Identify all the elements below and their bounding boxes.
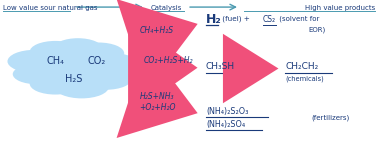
Circle shape — [30, 73, 81, 95]
Circle shape — [85, 53, 139, 76]
Circle shape — [8, 50, 62, 73]
Text: (NH₄)₂S₂O₃: (NH₄)₂S₂O₃ — [206, 107, 248, 116]
Text: (fertilizers): (fertilizers) — [311, 115, 349, 121]
Text: H₂S+NH₃: H₂S+NH₃ — [140, 92, 174, 101]
Circle shape — [30, 41, 81, 63]
Circle shape — [81, 68, 132, 90]
Text: CO₂: CO₂ — [88, 56, 106, 66]
Circle shape — [54, 75, 109, 98]
Text: +O₂+H₂O: +O₂+H₂O — [139, 103, 175, 112]
Text: EOR): EOR) — [308, 26, 326, 33]
Text: (chemicals): (chemicals) — [285, 76, 324, 82]
Text: Catalysis: Catalysis — [151, 5, 182, 11]
Text: (fuel) +: (fuel) + — [220, 16, 252, 22]
Circle shape — [13, 64, 60, 84]
Text: H₂S: H₂S — [65, 74, 83, 84]
Text: (solvent for: (solvent for — [277, 16, 319, 22]
Text: CO₂+H₂S+H₂: CO₂+H₂S+H₂ — [144, 56, 193, 65]
Text: (NH₄)₂SO₄: (NH₄)₂SO₄ — [206, 120, 245, 129]
Text: CH₃SH: CH₃SH — [206, 62, 235, 71]
Text: CH₄: CH₄ — [46, 56, 64, 66]
Text: Low value sour natural gas: Low value sour natural gas — [3, 5, 97, 11]
Text: CH₄+H₂S: CH₄+H₂S — [140, 26, 174, 35]
Circle shape — [53, 38, 102, 59]
Circle shape — [25, 47, 123, 89]
Text: CH₂CH₂: CH₂CH₂ — [285, 62, 318, 71]
Text: High value products: High value products — [305, 5, 375, 11]
Circle shape — [73, 43, 124, 64]
Text: CS₂: CS₂ — [263, 14, 276, 24]
Text: H₂: H₂ — [206, 13, 222, 26]
